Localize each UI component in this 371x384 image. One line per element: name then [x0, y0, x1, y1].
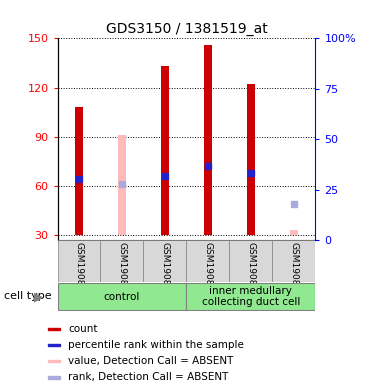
- Text: cell type: cell type: [4, 291, 51, 301]
- Bar: [47, 328, 60, 330]
- Text: GSM190854: GSM190854: [160, 242, 170, 297]
- Text: control: control: [104, 291, 140, 302]
- Bar: [58, 240, 101, 282]
- Text: rank, Detection Call = ABSENT: rank, Detection Call = ABSENT: [68, 372, 229, 382]
- Bar: [118, 135, 126, 235]
- Bar: [47, 344, 60, 346]
- Bar: [187, 240, 229, 282]
- Text: GSM190853: GSM190853: [118, 242, 127, 297]
- Text: ▶: ▶: [34, 290, 44, 303]
- Bar: [290, 230, 298, 235]
- Bar: [204, 45, 212, 235]
- Bar: [144, 240, 186, 282]
- Bar: [75, 107, 83, 235]
- Text: value, Detection Call = ABSENT: value, Detection Call = ABSENT: [68, 356, 234, 366]
- Bar: [101, 240, 144, 282]
- Bar: [247, 84, 255, 235]
- Text: inner medullary
collecting duct cell: inner medullary collecting duct cell: [202, 286, 300, 308]
- Text: percentile rank within the sample: percentile rank within the sample: [68, 340, 244, 350]
- Text: count: count: [68, 324, 98, 334]
- Bar: [47, 360, 60, 362]
- Title: GDS3150 / 1381519_at: GDS3150 / 1381519_at: [106, 22, 267, 36]
- Text: GSM190852: GSM190852: [75, 242, 83, 297]
- Bar: [229, 240, 272, 282]
- Bar: [58, 283, 187, 310]
- Text: GSM190850: GSM190850: [246, 242, 255, 297]
- Bar: [161, 66, 169, 235]
- Bar: [272, 240, 315, 282]
- Bar: [187, 283, 315, 310]
- Text: GSM190851: GSM190851: [289, 242, 298, 297]
- Text: GSM190849: GSM190849: [203, 242, 213, 297]
- Bar: [47, 376, 60, 379]
